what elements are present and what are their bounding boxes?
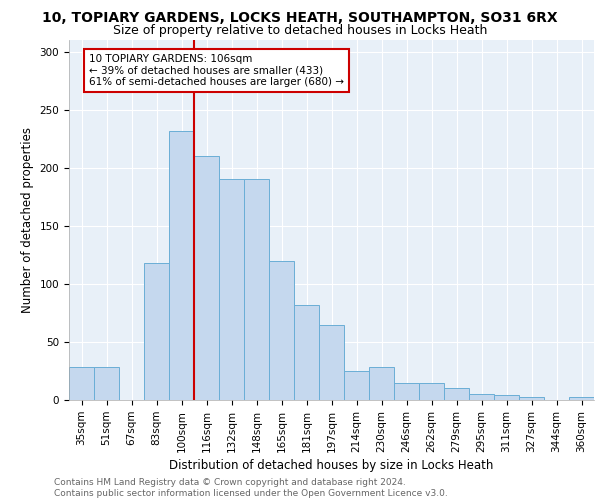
Text: Size of property relative to detached houses in Locks Heath: Size of property relative to detached ho…: [113, 24, 487, 37]
Bar: [319, 324, 344, 400]
Bar: [219, 180, 244, 400]
Text: 10 TOPIARY GARDENS: 106sqm
← 39% of detached houses are smaller (433)
61% of sem: 10 TOPIARY GARDENS: 106sqm ← 39% of deta…: [89, 54, 344, 87]
Bar: [244, 180, 269, 400]
Bar: [94, 368, 119, 400]
Bar: [419, 382, 444, 400]
Bar: [194, 156, 219, 400]
Bar: [144, 263, 169, 400]
Y-axis label: Number of detached properties: Number of detached properties: [21, 127, 34, 313]
X-axis label: Distribution of detached houses by size in Locks Heath: Distribution of detached houses by size …: [169, 459, 494, 472]
Bar: [69, 368, 94, 400]
Text: Contains HM Land Registry data © Crown copyright and database right 2024.
Contai: Contains HM Land Registry data © Crown c…: [54, 478, 448, 498]
Bar: [394, 382, 419, 400]
Bar: [469, 394, 494, 400]
Bar: [269, 260, 294, 400]
Bar: [569, 396, 594, 400]
Bar: [444, 388, 469, 400]
Bar: [294, 305, 319, 400]
Bar: [344, 371, 369, 400]
Bar: [519, 396, 544, 400]
Bar: [494, 396, 519, 400]
Bar: [169, 130, 194, 400]
Text: 10, TOPIARY GARDENS, LOCKS HEATH, SOUTHAMPTON, SO31 6RX: 10, TOPIARY GARDENS, LOCKS HEATH, SOUTHA…: [42, 11, 558, 25]
Bar: [369, 368, 394, 400]
